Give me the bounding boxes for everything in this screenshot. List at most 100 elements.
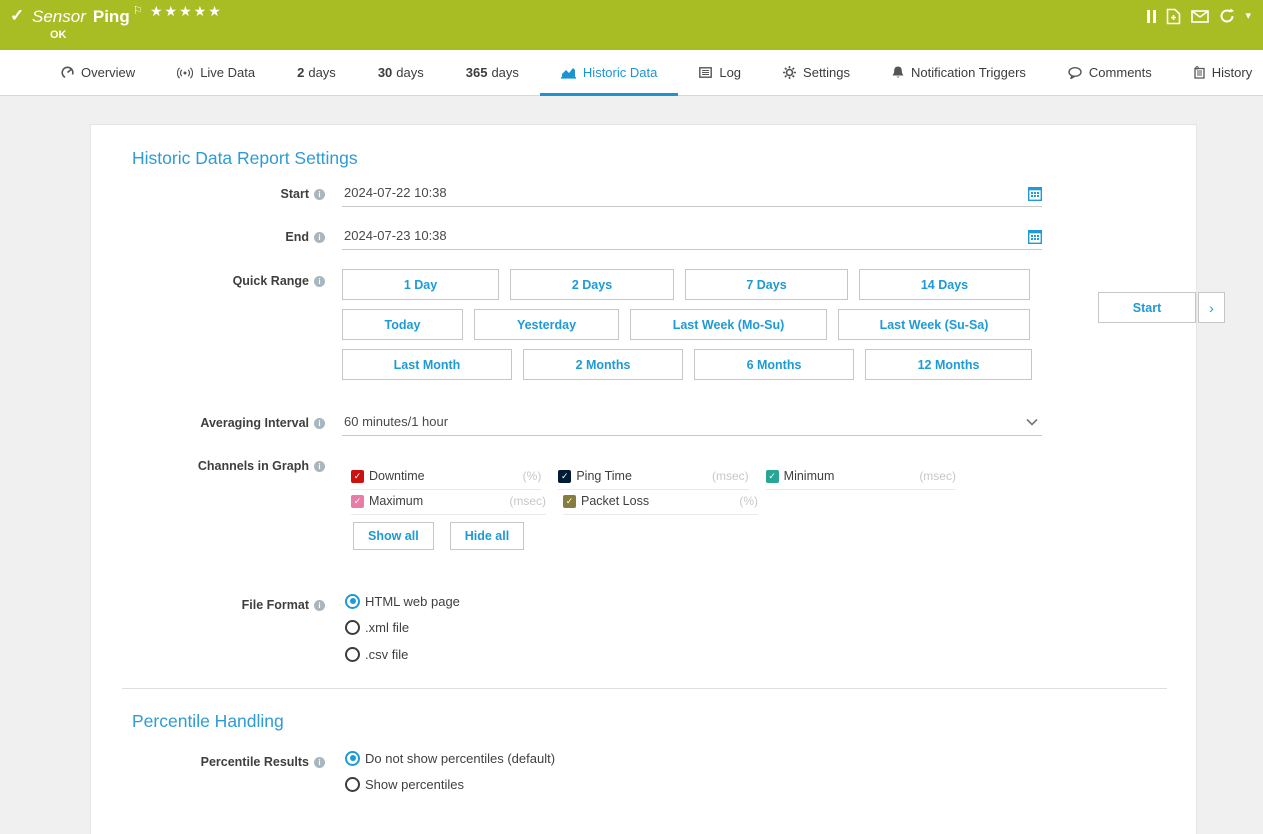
status-ok-check-icon: ✓ — [10, 6, 25, 25]
tab-comments[interactable]: Comments — [1047, 50, 1173, 95]
comment-bubble-icon — [1068, 66, 1082, 79]
quick-range-2-days[interactable]: 2 Days — [510, 269, 674, 300]
averaging-interval-label: Averaging Interval i — [91, 415, 325, 431]
header-toolbar: ▾ — [1147, 7, 1251, 25]
percentile-results-options: Do not show percentiles (default) Show p… — [345, 745, 555, 798]
info-icon[interactable]: i — [314, 460, 325, 472]
report-document-icon[interactable] — [1166, 8, 1181, 25]
percentile-results-label: Percentile Results i — [91, 754, 325, 770]
quick-range-today[interactable]: Today — [342, 309, 463, 340]
start-report-button[interactable]: Start — [1098, 292, 1196, 323]
sensor-kind-label: Sensor — [32, 7, 86, 26]
averaging-interval-value: 60 minutes/1 hour — [344, 414, 449, 429]
tab-settings[interactable]: Settings — [762, 50, 871, 95]
info-icon[interactable]: i — [314, 599, 325, 611]
gauge-icon — [61, 66, 74, 79]
channel-ping-time[interactable]: ✓ Ping Time (msec) — [558, 465, 749, 490]
averaging-interval-select[interactable]: 60 minutes/1 hour — [342, 412, 1042, 436]
info-icon[interactable]: i — [314, 275, 325, 287]
quick-range-14-days[interactable]: 14 Days — [859, 269, 1030, 300]
live-signal-icon — [177, 66, 194, 79]
tab-log[interactable]: Log — [678, 50, 762, 95]
tab-overview[interactable]: Overview — [40, 50, 156, 95]
pause-icon[interactable] — [1147, 9, 1157, 23]
file-format-options: HTML web page .xml file .csv file — [345, 588, 460, 668]
quick-range-last-month[interactable]: Last Month — [342, 349, 512, 380]
historic-data-settings-card: Historic Data Report Settings Start i 202… — [90, 124, 1197, 834]
end-label: End i — [91, 229, 325, 245]
chevron-down-icon[interactable]: ▾ — [1245, 9, 1251, 22]
start-date-field[interactable]: 2024-07-22 10:38 — [342, 183, 1042, 207]
radio-do-not-show-percentiles[interactable]: Do not show percentiles (default) — [345, 745, 555, 772]
sensor-name: Ping — [92, 7, 130, 26]
checkbox-checked[interactable]: ✓ — [558, 469, 572, 483]
quick-range-6-months[interactable]: 6 Months — [694, 349, 854, 380]
quick-range-2-months[interactable]: 2 Months — [523, 349, 683, 380]
channel-minimum[interactable]: ✓ Minimum (msec) — [765, 465, 956, 490]
quick-range-label: Quick Range i — [91, 273, 325, 289]
tab-2-days[interactable]: 2 days — [297, 65, 336, 80]
radio-unselected-icon — [345, 620, 360, 636]
start-label: Start i — [91, 186, 325, 202]
file-format-label: File Format i — [91, 597, 325, 613]
priority-stars[interactable]: ★★★★★ — [150, 3, 223, 19]
info-icon[interactable]: i — [314, 231, 325, 243]
calendar-icon[interactable] — [1028, 186, 1042, 201]
start-report-more-button[interactable]: › — [1198, 292, 1225, 323]
refresh-icon[interactable] — [1219, 8, 1235, 24]
info-icon[interactable]: i — [314, 417, 325, 429]
start-date-value: 2024-07-22 10:38 — [344, 185, 447, 200]
radio-show-percentiles[interactable]: Show percentiles — [345, 772, 555, 799]
radio-csv-file[interactable]: .csv file — [345, 641, 460, 668]
info-icon[interactable]: i — [314, 188, 325, 200]
show-all-button[interactable]: Show all — [353, 522, 434, 550]
gear-icon — [783, 66, 797, 79]
area-chart-icon — [560, 67, 576, 79]
channel-packet-loss[interactable]: ✓ Packet Loss (%) — [563, 490, 758, 515]
quick-range-last-week-mo-su[interactable]: Last Week (Mo-Su) — [630, 309, 827, 340]
channel-maximum[interactable]: ✓ Maximum (msec) — [351, 490, 546, 515]
email-icon[interactable] — [1191, 9, 1210, 23]
calendar-icon[interactable] — [1028, 229, 1042, 244]
quick-range-12-months[interactable]: 12 Months — [865, 349, 1032, 380]
tab-history[interactable]: History — [1173, 50, 1263, 95]
checkbox-checked[interactable]: ✓ — [765, 469, 779, 483]
sensor-tabbar: Overview Live Data 2 days 30 days 365 days … — [0, 50, 1263, 96]
tab-notification-triggers[interactable]: Notification Triggers — [871, 50, 1047, 95]
quick-range-last-week-su-sa[interactable]: Last Week (Su-Sa) — [838, 309, 1030, 340]
radio-selected-icon — [345, 593, 360, 609]
tab-live-data[interactable]: Live Data — [156, 50, 276, 95]
channel-downtime[interactable]: ✓ Downtime (%) — [351, 465, 542, 490]
tab-365-days[interactable]: 365 days — [465, 65, 519, 80]
quick-range-7-days[interactable]: 7 Days — [685, 269, 848, 300]
quick-range-buttons: 1 Day 2 Days 7 Days 14 Days Today Yester… — [342, 269, 1032, 389]
tab-historic-data[interactable]: Historic Data — [539, 50, 679, 96]
section-title-report-settings: Historic Data Report Settings — [132, 148, 358, 168]
chevron-down-icon — [1026, 418, 1038, 426]
bell-icon — [892, 66, 904, 78]
channels-grid: ✓ Downtime (%) ✓ Ping Time (msec) ✓ Mini… — [351, 465, 973, 515]
quick-range-yesterday[interactable]: Yesterday — [474, 309, 619, 340]
channel-toggle-buttons: Show all Hide all — [353, 522, 525, 550]
channels-in-graph-label: Channels in Graph i — [91, 458, 325, 474]
flag-icon[interactable]: ⚐ — [132, 5, 143, 17]
start-report-split-button: Start › — [1098, 292, 1225, 323]
section-divider — [122, 688, 1167, 689]
radio-unselected-icon — [345, 646, 360, 662]
quick-range-1-day[interactable]: 1 Day — [342, 269, 499, 300]
end-date-value: 2024-07-23 10:38 — [344, 228, 447, 243]
checkbox-checked[interactable]: ✓ — [351, 469, 364, 483]
hide-all-button[interactable]: Hide all — [449, 522, 525, 550]
radio-unselected-icon — [345, 777, 360, 793]
radio-xml-file[interactable]: .xml file — [345, 615, 460, 642]
end-date-field[interactable]: 2024-07-23 10:38 — [342, 226, 1042, 250]
history-note-icon — [1194, 66, 1205, 79]
sensor-header: ✓ Sensor Ping ⚐ ★★★★★ OK ▾ — [0, 0, 1263, 50]
log-list-icon — [699, 67, 713, 78]
info-icon[interactable]: i — [314, 756, 325, 768]
radio-html-web-page[interactable]: HTML web page — [345, 588, 460, 615]
tab-30-days[interactable]: 30 days — [377, 65, 424, 80]
sensor-title: Sensor Ping ⚐ — [32, 4, 143, 27]
checkbox-checked[interactable]: ✓ — [563, 494, 576, 508]
checkbox-checked[interactable]: ✓ — [351, 494, 364, 508]
